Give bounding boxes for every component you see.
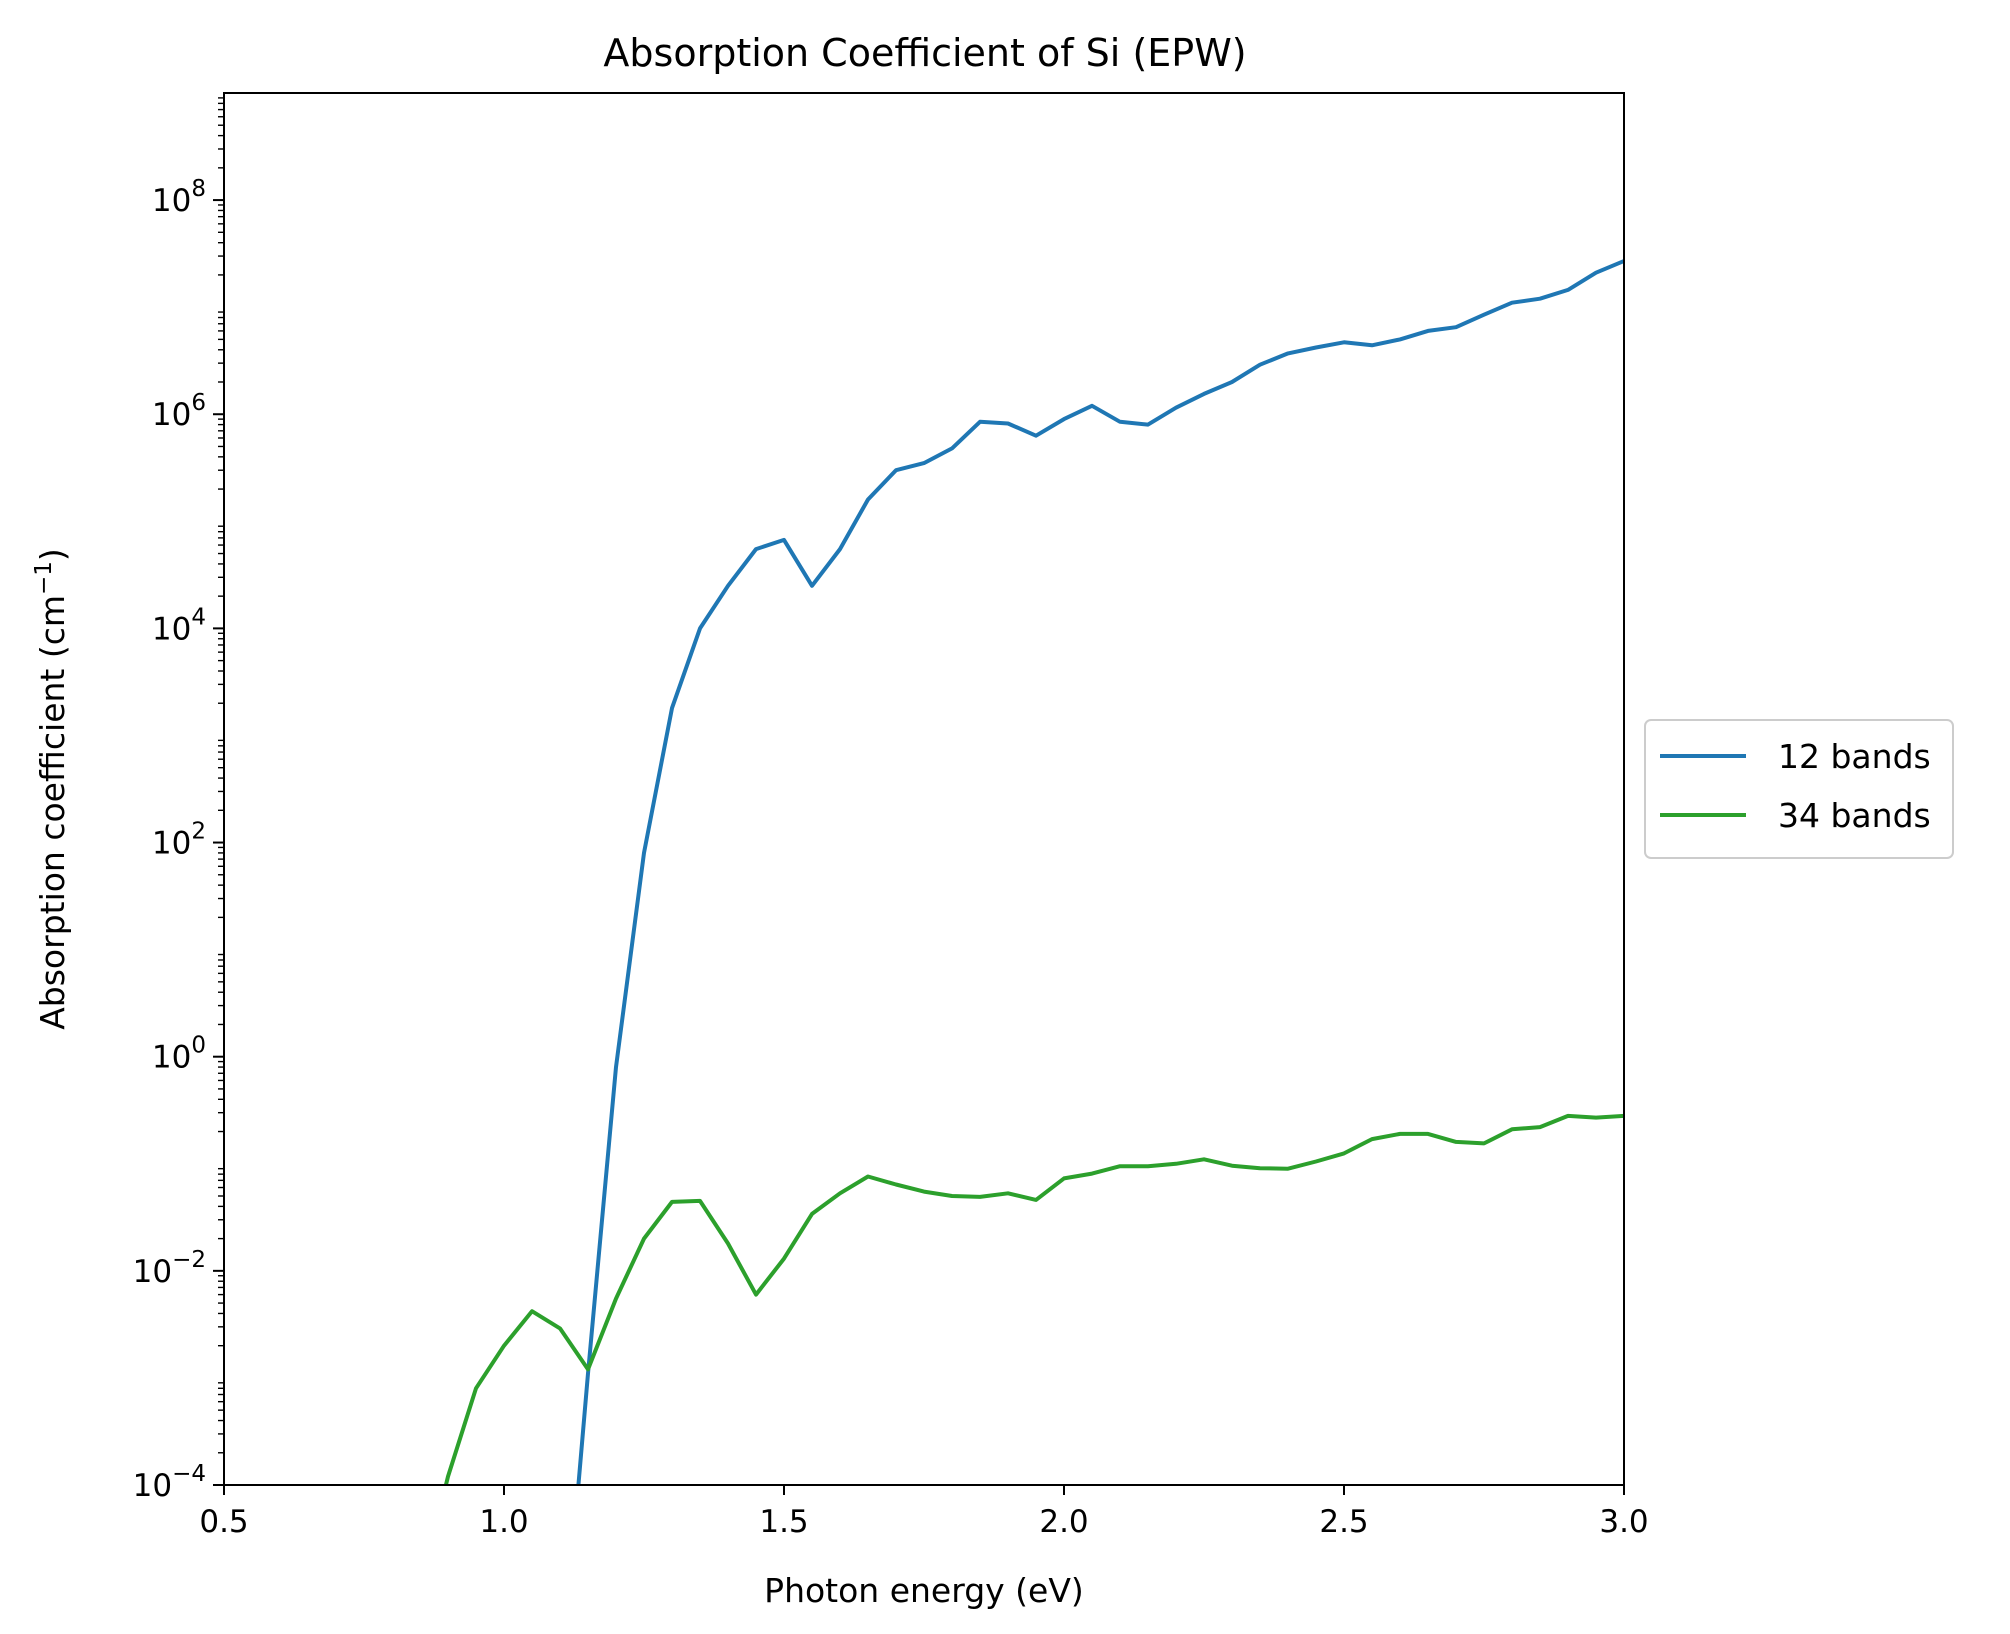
y-tick-label: 106 — [152, 390, 206, 433]
y-tick-label-exponent: 2 — [191, 819, 206, 845]
y-tick-label: 108 — [152, 176, 206, 219]
y-tick-label-exponent: 0 — [191, 1033, 206, 1059]
y-tick-label-exponent: 4 — [191, 604, 206, 630]
series-line-12-bands — [576, 258, 1624, 1485]
series-layer — [443, 258, 1624, 1485]
y-tick-label-base: 10 — [133, 1468, 172, 1504]
x-tick-label: 3.0 — [1599, 1504, 1648, 1540]
chart-title: Absorption Coefficient of Si (EPW) — [603, 31, 1246, 75]
y-axis-label-tail: ) — [33, 548, 72, 561]
x-tick-label: 2.0 — [1039, 1504, 1088, 1540]
y-axis-label: Absorption coefficient (cm−1) — [31, 548, 72, 1030]
y-tick-label: 104 — [152, 604, 206, 647]
x-tick-label: 0.5 — [199, 1504, 248, 1540]
y-tick-label: 10−2 — [133, 1247, 206, 1290]
legend: 12 bands 34 bands — [1644, 719, 1954, 859]
y-tick-label: 102 — [152, 819, 206, 862]
legend-label-34-bands: 34 bands — [1778, 796, 1931, 835]
y-tick-label-base: 10 — [152, 183, 191, 219]
y-axis-label-base: Absorption coefficient (cm — [33, 595, 72, 1030]
y-tick-label-base: 10 — [152, 1040, 191, 1076]
y-tick-label-exponent: −2 — [172, 1247, 206, 1273]
y-tick-label-exponent: 8 — [191, 176, 206, 202]
y-tick-label-exponent: 6 — [191, 390, 206, 416]
y-tick-label-base: 10 — [133, 1254, 172, 1290]
y-tick-label-base: 10 — [152, 611, 191, 647]
y-tick-label-base: 10 — [152, 826, 191, 862]
y-tick-label-exponent: −4 — [172, 1461, 206, 1487]
x-axis: 0.5 1.0 1.5 2.0 2.5 3.0 — [199, 1485, 1649, 1540]
series-line-34-bands — [443, 1113, 1624, 1485]
plot-frame — [223, 92, 1625, 1486]
x-axis-label: Photon energy (eV) — [764, 1571, 1084, 1610]
x-tick-label: 1.5 — [759, 1504, 808, 1540]
y-axis-label-sup: −1 — [31, 561, 57, 595]
y-tick-label: 10−4 — [133, 1461, 206, 1504]
x-tick-label: 1.0 — [479, 1504, 528, 1540]
legend-label-12-bands: 12 bands — [1778, 737, 1931, 776]
y-tick-label-base: 10 — [152, 397, 191, 433]
y-tick-label: 100 — [152, 1033, 206, 1076]
x-tick-label: 2.5 — [1319, 1504, 1368, 1540]
